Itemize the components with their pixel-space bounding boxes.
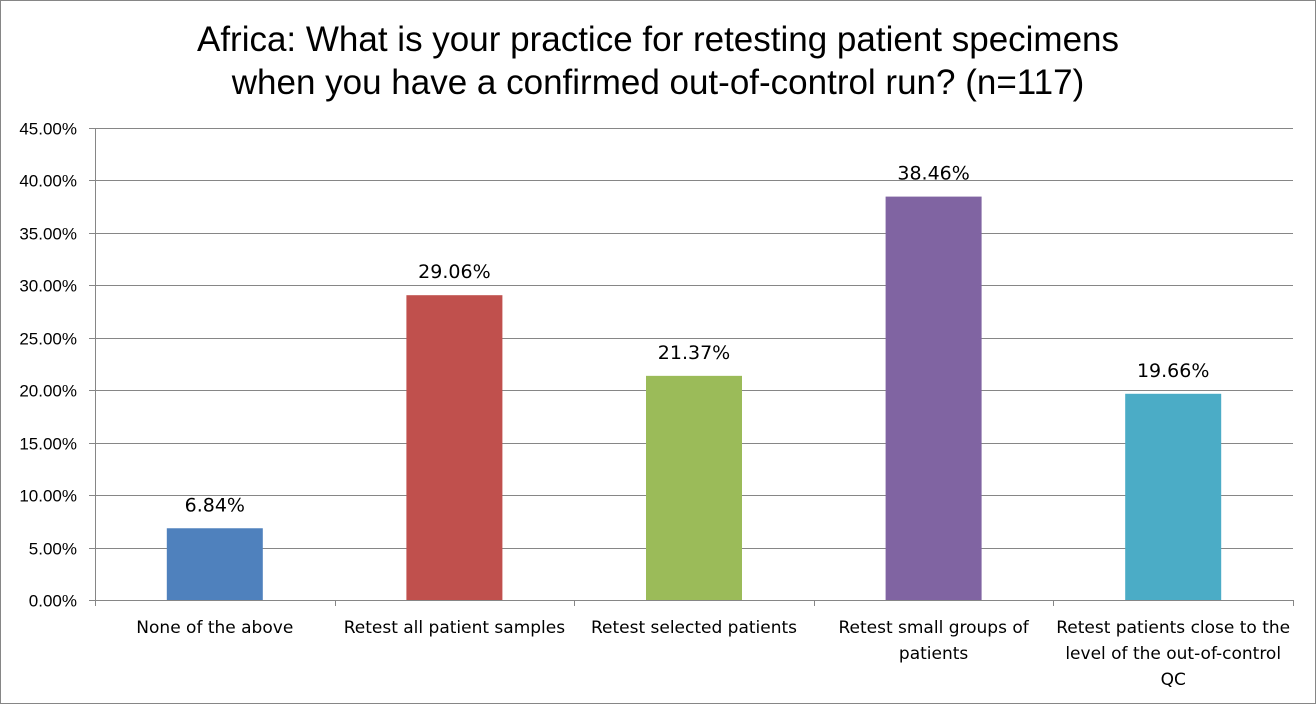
bar — [406, 295, 503, 600]
category-label: QC — [1161, 670, 1186, 690]
y-tick-label: 45.00% — [19, 120, 77, 139]
data-label: 21.37% — [658, 342, 730, 364]
y-tick-label: 0.00% — [29, 592, 77, 611]
bar — [885, 196, 982, 600]
category-label: Retest small groups of — [838, 618, 1029, 638]
bar — [646, 375, 742, 600]
y-tick-label: 40.00% — [19, 172, 77, 191]
y-tick-label: 5.00% — [29, 540, 77, 559]
category-label: Retest selected patients — [591, 618, 797, 638]
category-label: level of the out-of-control — [1065, 644, 1281, 664]
data-label: 6.84% — [185, 494, 245, 516]
chart-title-line-1: Africa: What is your practice for retest… — [196, 20, 1120, 59]
y-tick-label: 20.00% — [19, 382, 77, 401]
y-tick-label: 30.00% — [19, 277, 77, 296]
chart-title-line-2: when you have a confirmed out-of-control… — [231, 63, 1085, 102]
bar — [1125, 393, 1222, 600]
labels: 0.00% 5.00% 10.00% 15.00% 20.00% 25.00% 30.00%… — [19, 120, 1290, 691]
category-label: Retest all patient samples — [344, 618, 566, 638]
axes — [89, 128, 1294, 606]
y-tick-label: 25.00% — [19, 330, 77, 349]
y-tick-label: 35.00% — [19, 225, 77, 244]
category-label: Retest patients close to the — [1056, 618, 1290, 638]
y-tick-label: 15.00% — [19, 435, 77, 454]
data-label: 19.66% — [1137, 360, 1209, 382]
chart-title: Africa: What is your practice for retest… — [0, 18, 1316, 104]
bar — [166, 528, 263, 600]
bars — [166, 196, 1222, 600]
y-tick-label: 10.00% — [19, 487, 77, 506]
category-label: None of the above — [136, 618, 293, 638]
data-label: 38.46% — [897, 163, 969, 185]
data-label: 29.06% — [418, 261, 490, 283]
category-label: patients — [899, 644, 968, 664]
